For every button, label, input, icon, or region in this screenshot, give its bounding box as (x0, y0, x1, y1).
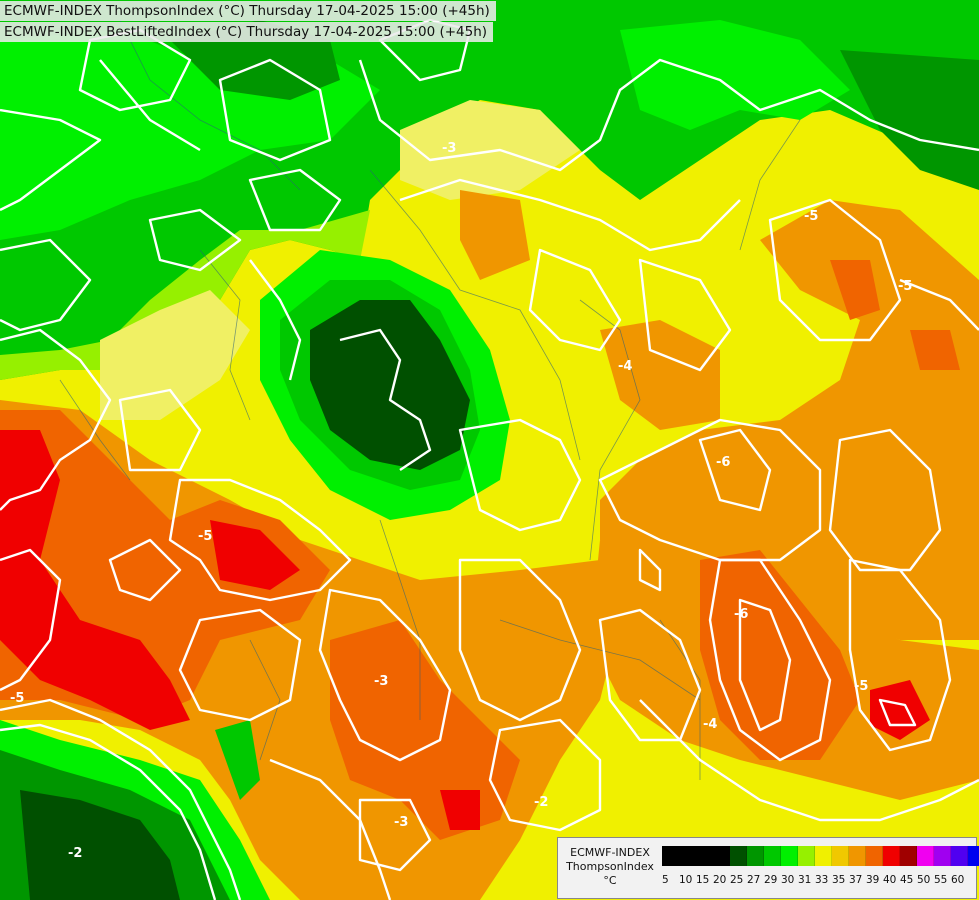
legend-swatch (798, 846, 815, 866)
contour-label: -5 (854, 679, 868, 694)
legend-swatch (781, 846, 798, 866)
legend-label: ECMWF-INDEX ThompsonIndex °C (562, 846, 658, 888)
contour-label: -5 (804, 209, 818, 224)
orange-zone-east-central (600, 320, 720, 430)
legend-tick: 20 (713, 874, 727, 886)
legend-swatches (662, 846, 979, 866)
legend-tick: 10 (679, 874, 693, 886)
legend-model: ECMWF-INDEX (570, 846, 650, 859)
green-zone-central-core (310, 300, 470, 470)
legend-swatch (934, 846, 951, 866)
orange-zone-north-central (460, 190, 530, 280)
legend-swatch (815, 846, 832, 866)
contour-label: -2 (68, 846, 82, 861)
legend-tick: 30 (781, 874, 795, 886)
contour-label: -5 (198, 529, 212, 544)
contour-label: -2 (534, 795, 548, 810)
legend-tick: 25 (730, 874, 744, 886)
map-title-thompson: ECMWF-INDEX ThompsonIndex (°C) Thursday … (0, 1, 496, 21)
contour-label: -6 (734, 607, 748, 622)
legend-swatch (662, 846, 679, 866)
legend-swatch (917, 846, 934, 866)
legend-swatch (849, 846, 866, 866)
legend-tick: 15 (696, 874, 710, 886)
orange-red-zone-south (330, 620, 520, 840)
legend-swatch (764, 846, 781, 866)
legend-swatch (679, 846, 696, 866)
legend-tick: 31 (798, 874, 812, 886)
contour-label: -4 (703, 717, 717, 732)
green-bright-northeast (620, 20, 850, 130)
contour-label: -5 (898, 279, 912, 294)
legend-swatch (883, 846, 900, 866)
legend-parameter: ThompsonIndex (566, 860, 654, 873)
legend-swatch (832, 846, 849, 866)
legend-swatch (747, 846, 764, 866)
legend-tick: 40 (883, 874, 897, 886)
color-legend: ECMWF-INDEX ThompsonIndex °C 5 10 15 20 25 27… (557, 837, 979, 899)
legend-swatch (696, 846, 713, 866)
red-zone-west-central (210, 520, 300, 590)
green-zone-south-core (20, 790, 180, 900)
legend-tick: 35 (832, 874, 846, 886)
legend-tick: 45 (900, 874, 914, 886)
legend-tick: 33 (815, 874, 829, 886)
legend-tick: 29 (764, 874, 778, 886)
legend-swatch (900, 846, 917, 866)
contour-labels: -3 -5 -5 -6 -4 -5 -3 -2 -5 -3 -2 -5 -6 -… (10, 141, 912, 861)
contour-label: -5 (10, 691, 24, 706)
legend-tick: 39 (866, 874, 880, 886)
legend-ticks: 5 10 15 20 25 27 29 30 31 33 35 37 39 40 45 50 55 60 (662, 874, 968, 886)
contour-label: -4 (618, 359, 632, 374)
legend-tick: 37 (849, 874, 863, 886)
pale-yellow-band-north (400, 100, 580, 200)
contour-label: -3 (374, 674, 388, 689)
legend-tick: 55 (934, 874, 948, 886)
contour-label: -6 (716, 455, 730, 470)
legend-unit: °C (603, 874, 617, 887)
pale-yellow-band-west (100, 290, 250, 420)
legend-swatch (866, 846, 883, 866)
legend-tick: 60 (951, 874, 965, 886)
orange-red-zone-east-2 (910, 330, 960, 370)
legend-swatch (730, 846, 747, 866)
contour-label: -3 (394, 815, 408, 830)
lime-zone-north (0, 210, 370, 380)
legend-tick: 27 (747, 874, 761, 886)
legend-tick: 5 (662, 874, 669, 886)
contour-label: -3 (442, 141, 456, 156)
orange-zone-east (600, 200, 979, 640)
legend-swatch (968, 846, 979, 866)
green-zone-south-strip (215, 720, 260, 800)
legend-tick: 50 (917, 874, 931, 886)
legend-swatch (713, 846, 730, 866)
country-borders (59, 19, 801, 780)
map-title-lifted: ECMWF-INDEX BestLiftedIndex (°C) Thursda… (0, 22, 494, 42)
orange-red-zone-east (830, 260, 880, 320)
red-zone-southwest (0, 430, 190, 730)
red-zone-south (440, 790, 480, 830)
green-dark-northeast (840, 50, 979, 190)
lifted-index-contours (0, 18, 979, 900)
legend-swatch (951, 846, 968, 866)
